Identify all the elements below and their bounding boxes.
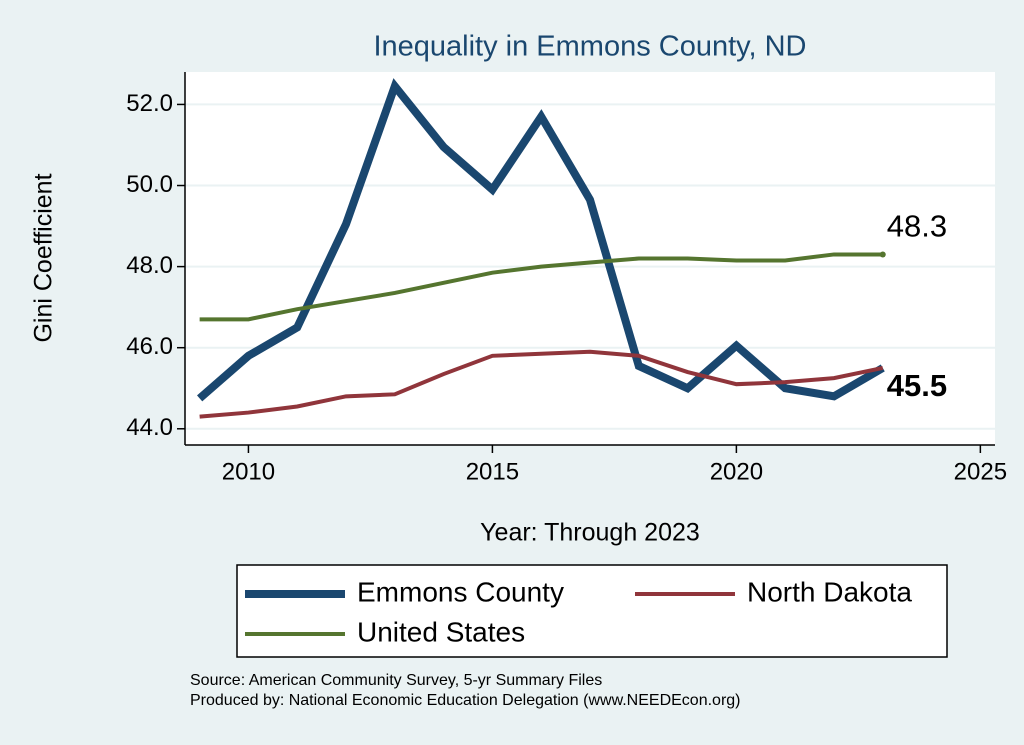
x-tick-label: 2010 (222, 458, 275, 485)
y-tick-label: 46.0 (126, 333, 173, 360)
footnote: Source: American Community Survey, 5-yr … (190, 672, 602, 689)
legend-label: Emmons County (357, 576, 564, 607)
legend-label: United States (357, 616, 525, 647)
x-axis-label: Year: Through 2023 (480, 519, 700, 547)
footnote: Produced by: National Economic Education… (190, 692, 741, 709)
plot-area (185, 72, 995, 445)
y-axis-label: Gini Coefficient (30, 173, 58, 342)
chart-title: Inequality in Emmons County, ND (373, 31, 806, 63)
x-tick-label: 2025 (954, 458, 1007, 485)
series-line (199, 252, 883, 322)
end-marker (879, 251, 886, 258)
series-line (197, 78, 885, 402)
y-tick-label: 50.0 (126, 171, 173, 198)
y-tick-label: 44.0 (126, 414, 173, 441)
x-tick-label: 2015 (466, 458, 519, 485)
legend-box (236, 564, 948, 658)
series-line (199, 349, 884, 419)
end-label: 45.5 (887, 368, 947, 403)
end-label: 48.3 (887, 209, 947, 244)
y-tick-label: 48.0 (126, 252, 173, 279)
x-tick-label: 2020 (710, 458, 763, 485)
legend-label: North Dakota (747, 576, 912, 607)
y-tick-label: 52.0 (126, 90, 173, 117)
